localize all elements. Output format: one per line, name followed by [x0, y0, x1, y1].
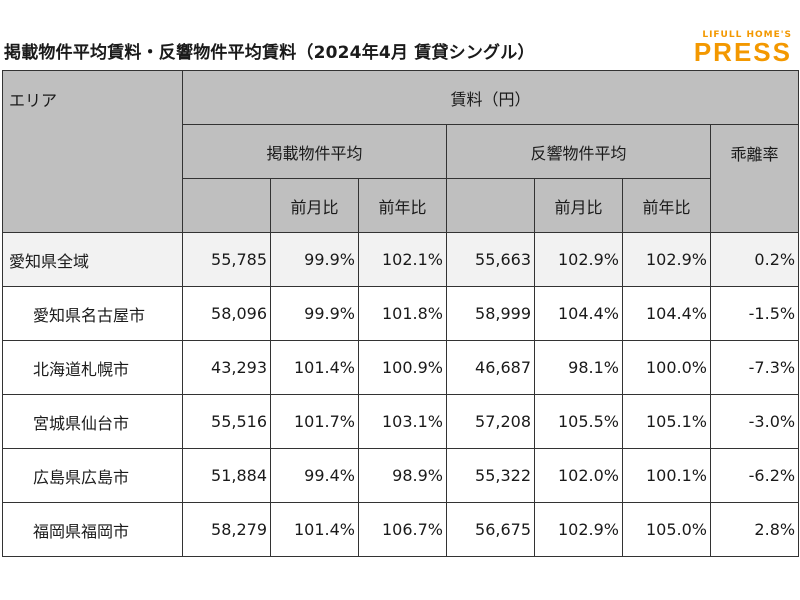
- response-mom: 98.1%: [534, 340, 623, 395]
- response-value: 55,663: [446, 232, 535, 287]
- listing-mom: 99.4%: [270, 448, 359, 503]
- divergence-value: 2.8%: [709, 502, 800, 557]
- table-row: 愛知県名古屋市 58,096 99.9% 101.8% 58,999 104.4…: [2, 286, 800, 341]
- divergence-value: 0.2%: [709, 232, 800, 287]
- listing-yoy: 98.9%: [358, 448, 447, 503]
- response-mom: 102.9%: [534, 502, 623, 557]
- header-listing-mom: 前月比: [270, 178, 359, 233]
- header-listing-yoy: 前年比: [358, 178, 447, 233]
- header-response-mom: 前月比: [534, 178, 623, 233]
- response-yoy: 104.4%: [622, 286, 711, 341]
- area-name: 広島県広島市: [2, 448, 183, 503]
- header-divergence: 乖離率: [709, 124, 800, 233]
- response-value: 56,675: [446, 502, 535, 557]
- response-yoy: 105.0%: [622, 502, 711, 557]
- listing-mom: 101.4%: [270, 502, 359, 557]
- table-row: 愛知県全域 55,785 99.9% 102.1% 55,663 102.9% …: [2, 232, 800, 287]
- area-name: 北海道札幌市: [2, 340, 183, 395]
- table-row: 北海道札幌市 43,293 101.4% 100.9% 46,687 98.1%…: [2, 340, 800, 395]
- header-response-avg: 反響物件平均: [446, 124, 711, 179]
- listing-value: 51,884: [182, 448, 271, 503]
- divergence-value: -7.3%: [709, 340, 800, 395]
- listing-value: 58,096: [182, 286, 271, 341]
- logo-top-text: LIFULL HOME'S: [702, 30, 792, 40]
- area-name: 愛知県名古屋市: [2, 286, 183, 341]
- listing-yoy: 101.8%: [358, 286, 447, 341]
- page-title: 掲載物件平均賃料・反響物件平均賃料（2024年4月 賃貸シングル）: [4, 43, 535, 63]
- listing-value: 55,785: [182, 232, 271, 287]
- area-name: 愛知県全域: [2, 232, 183, 287]
- listing-yoy: 103.1%: [358, 394, 447, 449]
- header-area: エリア: [2, 70, 183, 233]
- listing-mom: 101.7%: [270, 394, 359, 449]
- listing-yoy: 102.1%: [358, 232, 447, 287]
- response-value: 46,687: [446, 340, 535, 395]
- response-mom: 105.5%: [534, 394, 623, 449]
- table-row: 宮城県仙台市 55,516 101.7% 103.1% 57,208 105.5…: [2, 394, 800, 449]
- header-listing-avg: 掲載物件平均: [182, 124, 447, 179]
- listing-mom: 101.4%: [270, 340, 359, 395]
- table-row: 福岡県福岡市 58,279 101.4% 106.7% 56,675 102.9…: [2, 502, 800, 557]
- table-row: 広島県広島市 51,884 99.4% 98.9% 55,322 102.0% …: [2, 448, 800, 503]
- listing-mom: 99.9%: [270, 232, 359, 287]
- divergence-value: -1.5%: [709, 286, 800, 341]
- response-mom: 102.0%: [534, 448, 623, 503]
- response-value: 57,208: [446, 394, 535, 449]
- listing-yoy: 100.9%: [358, 340, 447, 395]
- listing-mom: 99.9%: [270, 286, 359, 341]
- header-rent: 賃料（円）: [181, 70, 800, 125]
- listing-yoy: 106.7%: [358, 502, 447, 557]
- response-mom: 104.4%: [534, 286, 623, 341]
- listing-value: 55,516: [182, 394, 271, 449]
- response-mom: 102.9%: [534, 232, 623, 287]
- area-name: 福岡県福岡市: [2, 502, 183, 557]
- response-value: 55,322: [446, 448, 535, 503]
- divergence-value: -6.2%: [709, 448, 800, 503]
- response-yoy: 102.9%: [622, 232, 711, 287]
- listing-value: 58,279: [182, 502, 271, 557]
- area-name: 宮城県仙台市: [2, 394, 183, 449]
- header-listing-value: [182, 178, 271, 233]
- listing-value: 43,293: [182, 340, 271, 395]
- response-yoy: 105.1%: [622, 394, 711, 449]
- rent-table: エリア 賃料（円） 掲載物件平均 反響物件平均 乖離率 前月比 前年比 前月比 …: [2, 70, 800, 557]
- response-yoy: 100.0%: [622, 340, 711, 395]
- header-response-yoy: 前年比: [622, 178, 711, 233]
- logo-main-text: PRESS: [693, 37, 792, 67]
- header-response-value: [446, 178, 535, 233]
- lifull-homes-press-logo: LIFULL HOME'S PRESS: [693, 30, 792, 67]
- response-yoy: 100.1%: [622, 448, 711, 503]
- divergence-value: -3.0%: [709, 394, 800, 449]
- response-value: 58,999: [446, 286, 535, 341]
